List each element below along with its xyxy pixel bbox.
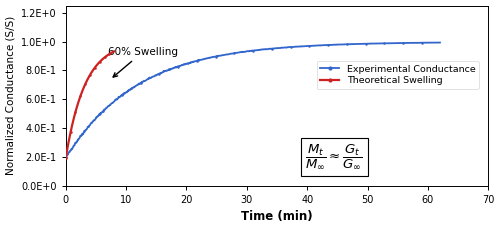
Experimental Conductance (385, 42, 391, 45)
Experimental Conductance (435, 41, 441, 44)
Theoretical Swelling (92, 67, 98, 70)
Experimental Conductance (301, 45, 307, 48)
Text: $\dfrac{M_t}{M_\infty} \approx \dfrac{G_t}{G_\infty}$: $\dfrac{M_t}{M_\infty} \approx \dfrac{G_… (305, 143, 363, 172)
Theoretical Swelling (92, 67, 98, 69)
Theoretical Swelling (106, 52, 112, 55)
Experimental Conductance (437, 41, 443, 44)
Experimental Conductance (86, 126, 91, 128)
Y-axis label: Normalized Conductance (S/S): Normalized Conductance (S/S) (6, 16, 16, 175)
Line: Experimental Conductance: Experimental Conductance (65, 42, 440, 158)
X-axis label: Time (min): Time (min) (241, 210, 313, 224)
Legend: Experimental Conductance, Theoretical Swelling: Experimental Conductance, Theoretical Sw… (316, 61, 480, 89)
Theoretical Swelling (63, 155, 69, 158)
Experimental Conductance (63, 156, 69, 159)
Theoretical Swelling (104, 55, 110, 57)
Theoretical Swelling (63, 156, 69, 159)
Text: 60% Swelling: 60% Swelling (108, 47, 178, 77)
Theoretical Swelling (111, 50, 117, 53)
Theoretical Swelling (92, 66, 98, 68)
Experimental Conductance (280, 46, 286, 49)
Experimental Conductance (290, 46, 296, 49)
Experimental Conductance (346, 43, 352, 46)
Line: Theoretical Swelling: Theoretical Swelling (65, 51, 114, 158)
